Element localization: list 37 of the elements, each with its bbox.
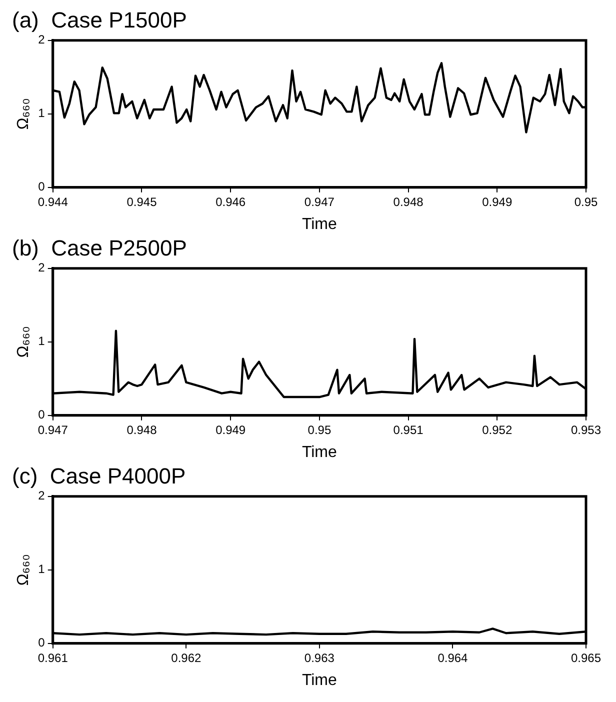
chart-title: (a) Case P1500P <box>12 7 187 32</box>
y-tick-label: 0 <box>38 636 46 650</box>
x-tick-label: 0.947 <box>38 422 68 437</box>
y-axis-title: Ω₆₆₀ <box>15 326 32 358</box>
x-tick-label: 0.95 <box>308 422 332 437</box>
x-tick-label: 0.964 <box>438 650 468 665</box>
y-tick-label: 2 <box>38 260 46 275</box>
x-tick-label: 0.947 <box>304 194 335 209</box>
x-tick-label: 0.962 <box>171 650 202 665</box>
x-tick-label: 0.949 <box>216 422 246 437</box>
x-tick-label: 0.961 <box>38 650 68 665</box>
y-tick-label: 1 <box>38 334 46 348</box>
x-axis-title: Time <box>302 672 338 689</box>
y-tick-label: 0 <box>38 180 46 194</box>
x-tick-label: 0.948 <box>393 194 424 209</box>
y-tick-label: 2 <box>38 32 46 47</box>
y-axis-title: Ω₆₆₀ <box>15 98 32 130</box>
y-tick-label: 2 <box>38 488 46 503</box>
x-tick-label: 0.946 <box>216 194 246 209</box>
x-tick-label: 0.965 <box>570 650 602 665</box>
y-tick-label: 1 <box>38 562 46 576</box>
x-tick-label: 0.944 <box>38 194 68 209</box>
x-tick-label: 0.945 <box>126 194 158 209</box>
x-tick-label: 0.963 <box>304 650 335 665</box>
chart-title: (c) Case P4000P <box>12 463 186 488</box>
x-axis-title: Time <box>302 216 338 233</box>
x-tick-label: 0.952 <box>482 422 512 437</box>
y-axis-title: Ω₆₆₀ <box>15 554 32 586</box>
x-tick-label: 0.953 <box>570 422 602 437</box>
y-tick-label: 0 <box>38 408 46 422</box>
x-axis-title: Time <box>302 444 338 461</box>
chart-title: (b) Case P2500P <box>12 235 187 260</box>
y-tick-label: 1 <box>38 106 46 120</box>
x-tick-label: 0.948 <box>126 422 158 437</box>
x-tick-label: 0.95 <box>574 194 598 209</box>
x-tick-label: 0.949 <box>482 194 512 209</box>
x-tick-label: 0.951 <box>393 422 424 437</box>
